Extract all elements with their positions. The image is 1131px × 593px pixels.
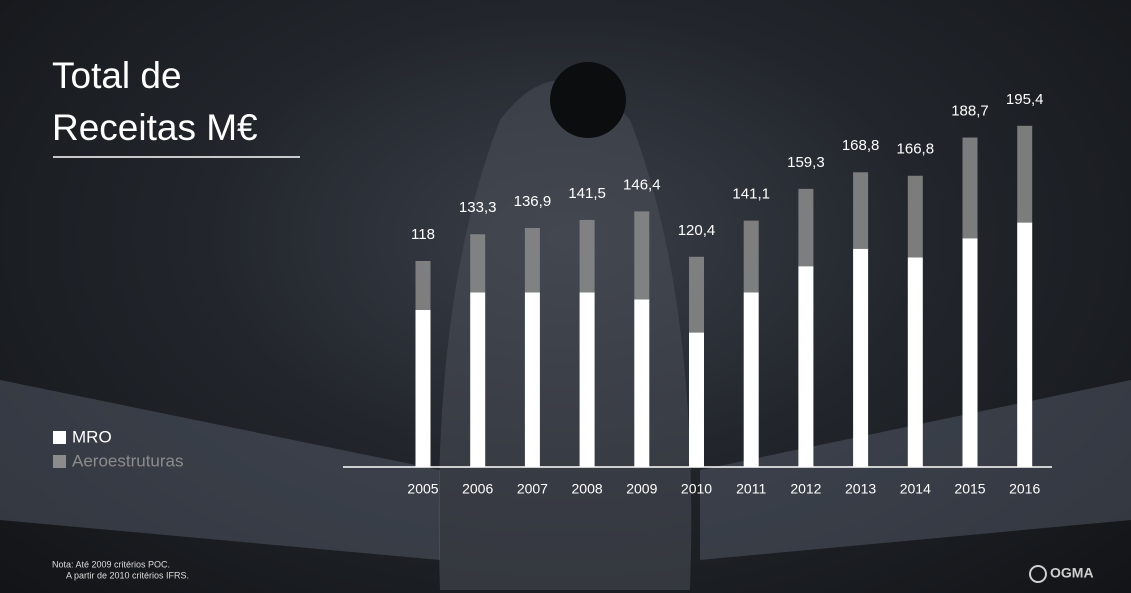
bar-segment <box>962 238 978 467</box>
x-tick-label: 2013 <box>845 481 876 497</box>
x-tick-label: 2010 <box>681 481 712 497</box>
x-tick-label: 2008 <box>572 481 603 497</box>
bar-segment <box>962 137 978 239</box>
engine-intake <box>550 62 626 138</box>
bar-segment <box>743 220 759 293</box>
bar-segment <box>907 175 923 258</box>
x-tick-label: 2009 <box>626 481 657 497</box>
x-tick-label: 2016 <box>1009 481 1040 497</box>
total-label: 133,3 <box>459 199 497 216</box>
x-tick-label: 2005 <box>407 481 438 497</box>
bar-segment <box>524 227 540 293</box>
x-tick-label: 2006 <box>462 481 493 497</box>
bar-segment <box>853 248 869 467</box>
total-label: 141,1 <box>732 186 770 203</box>
bar-segment <box>907 257 923 467</box>
x-tick-label: 2014 <box>900 481 931 497</box>
x-tick-label: 2011 <box>736 481 766 497</box>
total-label: 195,4 <box>1006 91 1044 108</box>
legend-swatch <box>53 431 66 444</box>
total-label: 168,8 <box>842 137 880 154</box>
chart-title: Total de Receitas M€ <box>52 55 258 148</box>
total-label: 141,5 <box>568 185 606 202</box>
bar-segment <box>415 260 431 310</box>
bar-segment <box>470 292 486 467</box>
bar-segment <box>470 234 486 293</box>
x-tick-label: 2015 <box>954 481 985 497</box>
legend-label: MRO <box>72 427 112 446</box>
logo: OGMA <box>1050 565 1094 581</box>
bar-segment <box>689 332 704 467</box>
legend-label: Aeroestruturas <box>72 451 184 470</box>
bar-segment <box>634 211 650 300</box>
total-label: 159,3 <box>787 154 825 171</box>
total-label: 146,4 <box>623 176 661 193</box>
total-label: 166,8 <box>897 141 935 158</box>
legend-swatch <box>53 455 66 468</box>
note: A partir de 2010 critérios IFRS. <box>66 570 189 580</box>
total-label: 120,4 <box>678 222 716 239</box>
note: Nota: Até 2009 critérios POC. <box>52 559 170 569</box>
bar-segment <box>798 188 814 267</box>
bar-segment <box>1017 125 1033 223</box>
bar-segment <box>743 292 759 467</box>
fuselage <box>438 80 692 590</box>
total-label: 136,9 <box>514 193 552 210</box>
total-label: 188,7 <box>951 102 989 119</box>
bar-segment <box>524 292 540 467</box>
bar-segment <box>579 219 595 293</box>
bar-segment <box>853 172 869 249</box>
x-tick-label: 2007 <box>517 481 548 497</box>
bar-segment <box>1017 222 1033 467</box>
bar-segment <box>634 299 650 467</box>
wing-left <box>0 380 440 560</box>
bar-segment <box>579 292 595 467</box>
total-label: 118 <box>411 226 435 243</box>
bar-segment <box>689 256 704 333</box>
x-tick-label: 2012 <box>790 481 821 497</box>
bar-segment <box>798 266 814 467</box>
bar-segment <box>415 309 431 467</box>
logo-mark <box>1029 565 1047 583</box>
